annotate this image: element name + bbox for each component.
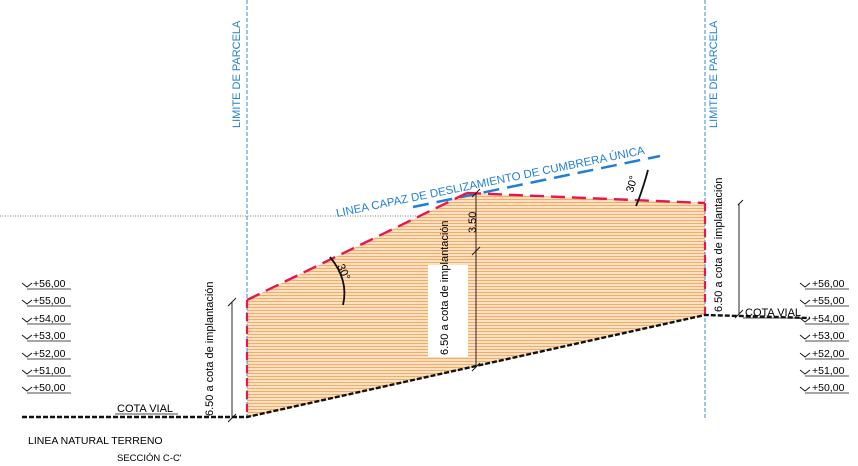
section-label: SECCIÓN C-C' xyxy=(117,453,182,464)
dim-right-tick-bottom xyxy=(734,309,744,319)
level-label: +56,00 xyxy=(33,278,66,290)
level-marker: +56,00 xyxy=(799,278,849,290)
level-marker: +52,00 xyxy=(21,348,71,360)
dim-left-tick-bottom xyxy=(227,413,237,423)
parcel-limit-left-label: LIMITE DE PARCELA xyxy=(231,20,243,128)
terrain-label: LINEA NATURAL TERRENO xyxy=(28,435,163,447)
dim-right-label-bg xyxy=(708,205,738,313)
level-marker: +51,00 xyxy=(21,365,71,377)
envelope-right-slope xyxy=(466,191,706,205)
level-marker: +54,00 xyxy=(21,313,71,325)
level-label: +53,00 xyxy=(33,330,66,342)
dim-left-tick-top xyxy=(227,297,237,307)
level-marker: +52,00 xyxy=(799,348,849,360)
angle-arc-left xyxy=(329,256,346,306)
level-marker: +50,00 xyxy=(21,382,71,394)
level-marker: +53,00 xyxy=(21,330,71,342)
level-marker: +55,00 xyxy=(799,295,849,307)
level-marker: +51,00 xyxy=(799,365,849,377)
dim-right-label: 6.50 a cota de implantación xyxy=(713,177,725,312)
cota-vial-right-label: COTA VIAL xyxy=(745,307,801,319)
level-marker: +53,00 xyxy=(799,330,849,342)
dim-right-text: 6.50 a cota de implantación xyxy=(713,177,725,312)
level-marker: +50,00 xyxy=(799,382,849,394)
level-label: +51,00 xyxy=(812,365,845,377)
dim-center-label: 6.50 a cota de implantación xyxy=(439,220,451,355)
level-label: +54,00 xyxy=(812,313,845,325)
dim-left-label: 6.50 a cota de implantación xyxy=(204,281,216,416)
level-label: +52,00 xyxy=(812,348,845,360)
level-label: +54,00 xyxy=(33,313,66,325)
level-marker: +54,00 xyxy=(799,313,849,325)
slip-line xyxy=(412,154,661,209)
dim-center-label-bg xyxy=(428,265,468,357)
level-markers-left: +56,00 +55,00 +54,00 +53,00 +52,00 +51,0… xyxy=(21,278,71,394)
dim-center-tick-bottom xyxy=(471,362,481,372)
level-markers-right: +56,00 +55,00 +54,00 +53,00 +52,00 +51,0… xyxy=(799,278,849,394)
level-label: +50,00 xyxy=(33,382,66,394)
level-label: +52,00 xyxy=(33,348,66,360)
dim-left-text: 6.50 a cota de implantación xyxy=(204,281,216,416)
level-label: +51,00 xyxy=(33,365,66,377)
level-label: +56,00 xyxy=(812,278,845,290)
parcel-limit-right-label: LIMITE DE PARCELA xyxy=(708,20,720,128)
dim-center-tick-top xyxy=(471,188,481,198)
level-label: +55,00 xyxy=(812,295,845,307)
angle-arc-right xyxy=(635,169,649,207)
level-label: +50,00 xyxy=(812,382,845,394)
dim-center-top-label: 3.50 xyxy=(467,212,479,233)
angle-label-right: 30° xyxy=(624,175,640,194)
dim-center-text: 6.50 a cota de implantación xyxy=(439,220,451,355)
level-label: +55,00 xyxy=(33,295,66,307)
cota-vial-left-label: COTA VIAL xyxy=(117,403,173,415)
level-marker: +56,00 xyxy=(21,278,71,290)
level-label: +53,00 xyxy=(812,330,845,342)
level-marker: +55,00 xyxy=(21,295,71,307)
dim-center-tick-mid xyxy=(471,246,481,256)
